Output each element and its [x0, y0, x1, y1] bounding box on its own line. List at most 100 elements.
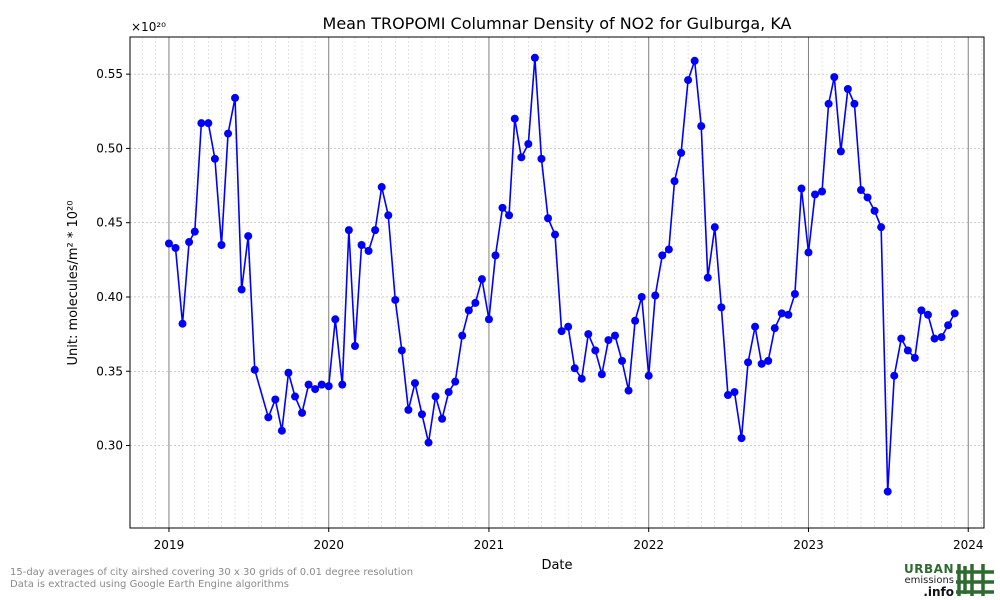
data-point: [903, 346, 912, 355]
data-point: [410, 379, 419, 388]
chart-title: Mean TROPOMI Columnar Density of NO2 for…: [323, 14, 792, 33]
data-point: [477, 275, 486, 284]
data-point: [857, 186, 865, 195]
data-point: [651, 291, 660, 300]
data-point: [377, 183, 386, 192]
y-axis-label: Unit: molecules/m² * 10²⁰: [66, 201, 81, 366]
data-point: [510, 114, 519, 123]
footer-line-1: 15-day averages of city airshed covering…: [10, 567, 414, 578]
data-point: [591, 346, 600, 355]
data-point: [210, 154, 219, 163]
data-point: [944, 321, 953, 330]
data-point: [757, 359, 766, 368]
data-point: [271, 395, 280, 404]
data-point: [883, 487, 892, 496]
data-point: [551, 230, 560, 239]
data-point: [618, 356, 626, 365]
data-point: [764, 356, 773, 365]
data-point: [690, 56, 699, 65]
data-point: [171, 243, 180, 252]
y-axis-ticks: 0.30 0.35 0.40 0.45 0.50 0.55: [96, 67, 130, 453]
data-points: [164, 53, 959, 496]
data-point: [178, 319, 187, 328]
data-point: [637, 292, 646, 301]
data-point: [505, 211, 514, 220]
data-point: [863, 193, 872, 202]
data-point: [524, 139, 533, 148]
data-point: [471, 298, 480, 307]
data-point: [670, 177, 679, 186]
data-point: [597, 370, 606, 379]
data-point: [544, 214, 553, 223]
x-tick-label: 2023: [793, 538, 824, 552]
y-tick-label: 0.55: [96, 67, 123, 81]
data-point: [697, 122, 706, 131]
data-point: [364, 246, 373, 255]
data-point: [331, 315, 340, 324]
data-point: [684, 76, 693, 85]
data-point: [723, 391, 732, 400]
data-point: [417, 410, 426, 419]
data-point: [324, 382, 333, 391]
data-point: [438, 414, 447, 423]
data-point: [431, 392, 440, 401]
data-point: [930, 334, 939, 343]
logo-text-emissions: emissions: [904, 575, 954, 586]
data-point: [717, 303, 726, 312]
data-point: [937, 333, 946, 342]
data-point: [304, 380, 313, 389]
urban-emissions-logo: URBAN emissions .info: [898, 560, 998, 600]
data-point: [237, 285, 246, 294]
data-point: [391, 295, 400, 304]
data-point: [284, 368, 293, 377]
data-point: [264, 413, 273, 422]
data-point: [197, 119, 206, 128]
data-point: [397, 346, 406, 355]
data-point: [790, 290, 799, 299]
logo-text-urban: URBAN: [904, 562, 954, 576]
data-point: [710, 223, 719, 232]
data-point: [577, 374, 586, 383]
footer-note: 15-day averages of city airshed covering…: [10, 567, 413, 591]
data-point: [950, 309, 959, 318]
data-point: [737, 434, 746, 443]
y-tick-label: 0.40: [96, 290, 123, 304]
data-point: [890, 371, 899, 380]
data-point: [751, 322, 760, 331]
data-point: [204, 119, 213, 128]
x-axis-label: Date: [541, 558, 572, 573]
x-tick-label: 2022: [633, 538, 664, 552]
data-point: [797, 184, 806, 193]
data-point: [664, 245, 673, 254]
data-point: [730, 388, 739, 397]
data-point: [458, 331, 467, 340]
series-line: [168, 56, 956, 493]
data-point: [498, 203, 507, 212]
data-point: [658, 251, 667, 260]
data-point: [917, 306, 926, 315]
data-point: [784, 310, 793, 319]
data-point: [517, 153, 526, 162]
data-point: [744, 358, 753, 367]
data-point: [584, 330, 593, 339]
data-point: [190, 227, 199, 236]
data-point: [910, 353, 919, 362]
data-point: [384, 211, 393, 220]
data-point: [818, 187, 827, 196]
footer-line-2: Data is extracted using Google Earth Eng…: [10, 579, 289, 590]
data-point: [703, 273, 712, 282]
data-point: [344, 226, 353, 235]
data-point: [611, 331, 619, 340]
data-point: [444, 388, 453, 397]
y-offset-label: ×10²⁰: [131, 20, 166, 34]
data-point: [311, 385, 320, 394]
data-point: [537, 154, 546, 163]
data-point: [824, 99, 833, 108]
data-point: [244, 232, 253, 241]
data-point: [298, 408, 307, 417]
data-point: [530, 53, 539, 62]
data-point: [250, 365, 259, 374]
y-tick-label: 0.50: [96, 141, 123, 155]
data-point: [224, 129, 233, 138]
